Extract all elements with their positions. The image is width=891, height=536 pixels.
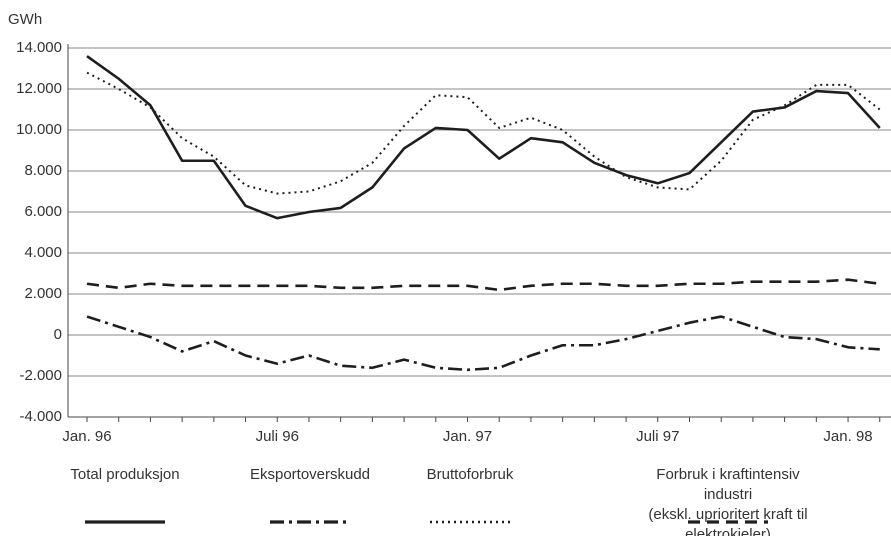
y-tick-label: -4.000 (19, 408, 62, 425)
series-line (86, 315, 880, 372)
y-tick-label: 0 (54, 326, 62, 343)
legend-label: Eksportoverskudd (249, 466, 371, 483)
y-tick-label: -2.000 (19, 367, 62, 384)
x-tick-label: Juli 97 (636, 428, 679, 445)
series-line (86, 71, 881, 195)
y-axis-label: GWh (8, 11, 42, 28)
legend-label: Total produksjon (70, 466, 180, 483)
series-line (86, 55, 881, 220)
y-tick-label: 12.000 (16, 80, 62, 97)
x-tick-label: Jan. 98 (823, 428, 872, 445)
y-tick-label: 4.000 (24, 244, 62, 261)
x-tick-label: Juli 96 (256, 428, 299, 445)
y-tick-label: 10.000 (16, 121, 62, 138)
y-tick-label: 14.000 (16, 39, 62, 56)
legend-label: Forbruk i kraftintensiv industri (ekskl.… (648, 466, 808, 536)
y-tick-label: 6.000 (24, 203, 62, 220)
y-tick-label: 2.000 (24, 285, 62, 302)
y-tick-label: 8.000 (24, 162, 62, 179)
x-tick-label: Jan. 96 (62, 428, 111, 445)
x-tick-label: Jan. 97 (443, 428, 492, 445)
series-line (86, 278, 880, 292)
legend-label: Bruttoforbruk (426, 466, 514, 483)
